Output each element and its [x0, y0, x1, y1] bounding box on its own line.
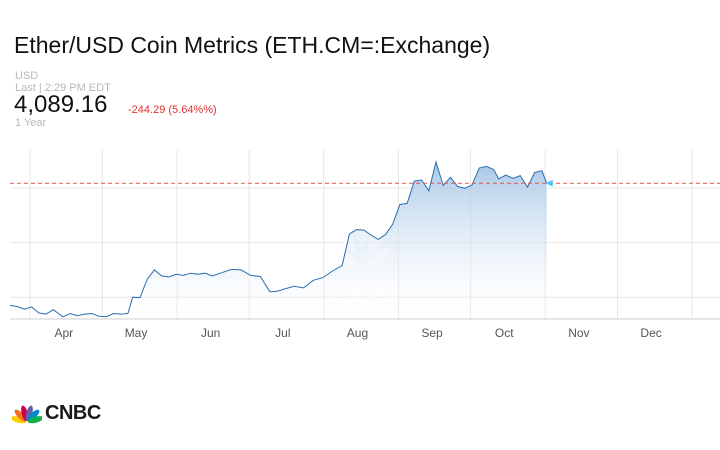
- last-price-marker: [545, 179, 553, 187]
- price-chart: CNBC AprMayJunJulAugSepOctNovDec2: [9, 150, 720, 340]
- peacock-icon: [12, 405, 42, 423]
- svg-text:CNBC: CNBC: [324, 274, 399, 304]
- x-tick-label: Apr: [54, 326, 73, 340]
- price-change: -244.29 (5.64%%): [128, 104, 217, 116]
- time-range-label: 1 Year: [15, 117, 47, 129]
- x-tick-label: Aug: [347, 326, 368, 340]
- cnbc-logo: CNBC: [12, 402, 101, 425]
- x-tick-label: Dec: [640, 326, 661, 340]
- currency-label: USD: [15, 70, 39, 82]
- x-tick-label: Nov: [568, 326, 589, 340]
- cnbc-watermark: CNBC: [324, 218, 400, 304]
- x-tick-label: Sep: [421, 326, 443, 340]
- x-tick-label: Jun: [201, 326, 220, 340]
- x-axis-ticks: AprMayJunJulAugSepOctNovDec2: [54, 326, 720, 340]
- price-area: [10, 162, 547, 319]
- current-price: 4,089.16: [14, 91, 108, 118]
- x-tick-label: May: [125, 326, 148, 340]
- x-tick-label: Jul: [275, 326, 290, 340]
- last-updated-label: Last | 2:29 PM EDT: [15, 82, 111, 94]
- x-tick-label: Oct: [495, 326, 514, 340]
- price-line: [9, 160, 548, 318]
- chart-title: Ether/USD Coin Metrics (ETH.CM=:Exchange…: [14, 32, 491, 58]
